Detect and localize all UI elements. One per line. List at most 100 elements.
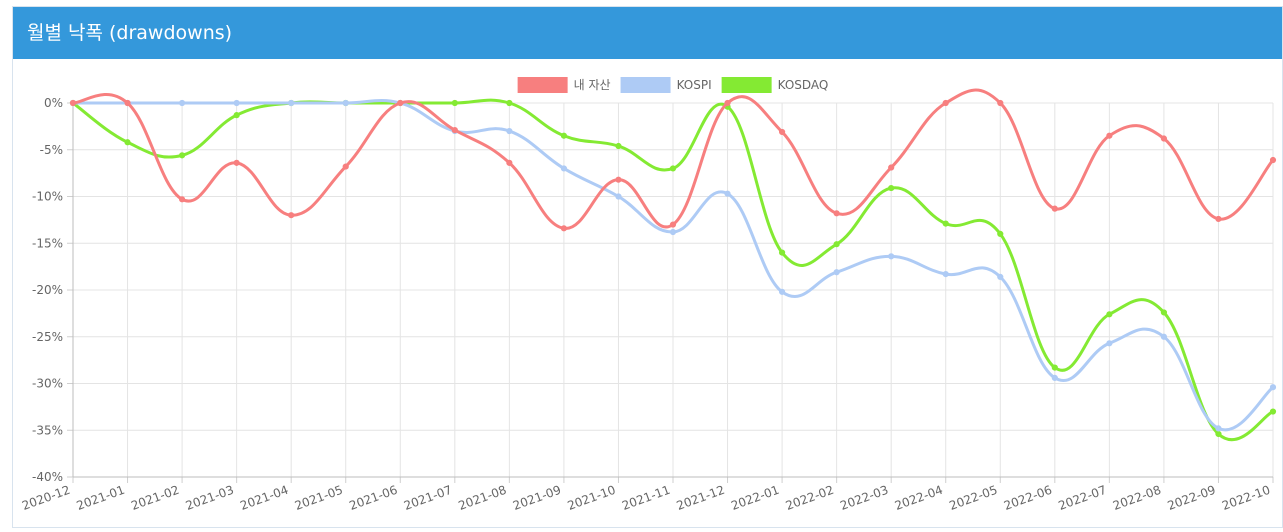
series-1-point[interactable]: [560, 165, 568, 172]
chart-series: [69, 88, 1277, 442]
legend-swatch: [517, 77, 568, 93]
series-0-point[interactable]: [997, 99, 1004, 107]
series-1-point[interactable]: [1269, 384, 1277, 391]
y-tick-label: 0%: [44, 96, 63, 110]
series-0-point[interactable]: [724, 99, 731, 107]
x-tick-label: 2022-09: [1166, 483, 1218, 513]
series-2-point[interactable]: [888, 184, 895, 192]
series-2-point[interactable]: [178, 152, 186, 159]
series-1-point[interactable]: [997, 273, 1004, 281]
series-0-point[interactable]: [778, 128, 786, 136]
legend-swatch: [620, 77, 671, 93]
y-tick-label: -40%: [32, 470, 63, 484]
x-tick-label: 2021-05: [293, 483, 345, 513]
y-tick-label: -35%: [32, 423, 63, 437]
series-0-point[interactable]: [69, 99, 77, 107]
series-2-point[interactable]: [833, 241, 840, 248]
series-1-point[interactable]: [1106, 340, 1113, 347]
x-tick-label: 2021-10: [566, 483, 618, 513]
y-tick-label: -15%: [32, 236, 63, 250]
x-tick-label: 2021-03: [184, 483, 236, 513]
series-1-point[interactable]: [833, 269, 840, 276]
series-0-line: [71, 88, 1275, 230]
series-0-point[interactable]: [1106, 132, 1113, 139]
panel-header: 월별 낙폭 (drawdowns): [13, 7, 1282, 59]
series-1-point[interactable]: [178, 99, 186, 107]
x-tick-label: 2022-04: [893, 483, 945, 513]
series-0-point[interactable]: [233, 159, 240, 166]
series-0-point[interactable]: [506, 159, 513, 166]
series-0-point[interactable]: [124, 99, 131, 107]
x-tick-label: 2022-08: [1111, 483, 1163, 513]
series-2-point[interactable]: [233, 112, 240, 119]
series-2-point[interactable]: [1160, 309, 1168, 316]
series-2-point[interactable]: [942, 220, 949, 227]
chart-legend[interactable]: 내 자산 KOSPI KOSDAQ: [517, 77, 829, 93]
legend-label: 내 자산: [574, 78, 611, 92]
series-1-point[interactable]: [669, 228, 677, 236]
series-2-point[interactable]: [560, 132, 568, 139]
series-0-point[interactable]: [942, 99, 949, 107]
x-tick-label: 2022-03: [838, 483, 890, 513]
series-2-point[interactable]: [669, 165, 677, 172]
series-1-point[interactable]: [1051, 374, 1058, 381]
series-2-point[interactable]: [506, 99, 513, 107]
series-0-point[interactable]: [833, 210, 840, 217]
series-0-point[interactable]: [397, 99, 404, 107]
series-2-point[interactable]: [451, 99, 458, 107]
series-0-point[interactable]: [1160, 135, 1168, 142]
series-2-point[interactable]: [1051, 364, 1058, 371]
series-0-point[interactable]: [288, 212, 295, 219]
x-tick-label: 2021-01: [75, 483, 127, 513]
series-1-point[interactable]: [615, 193, 622, 200]
series-2-point[interactable]: [1269, 408, 1277, 415]
series-1-point[interactable]: [233, 99, 240, 107]
series-0-point[interactable]: [178, 196, 186, 203]
series-0-point[interactable]: [615, 176, 622, 183]
legend-swatch: [721, 77, 772, 93]
y-tick-label: -25%: [32, 330, 63, 344]
y-tick-label: -30%: [32, 377, 63, 391]
legend-label: KOSPI: [677, 78, 712, 92]
x-tick-label: 2021-06: [347, 483, 399, 513]
x-tick-label: 2021-07: [402, 483, 454, 513]
series-1-point[interactable]: [778, 288, 786, 295]
series-2-point[interactable]: [778, 249, 786, 256]
series-1-point[interactable]: [724, 190, 731, 197]
series-0-point[interactable]: [888, 164, 895, 171]
series-2-point[interactable]: [997, 230, 1004, 237]
series-2-point[interactable]: [124, 139, 131, 146]
y-tick-label: -5%: [40, 143, 63, 157]
series-1-point[interactable]: [888, 253, 895, 260]
x-tick-label: 2021-02: [129, 483, 181, 513]
series-1-point[interactable]: [1160, 333, 1168, 340]
legend-label: KOSDAQ: [778, 78, 829, 92]
x-tick-label: 2021-09: [511, 483, 563, 513]
series-0-point[interactable]: [451, 127, 458, 134]
series-0-point[interactable]: [560, 225, 568, 232]
series-0-point[interactable]: [1215, 215, 1222, 223]
series-2-point[interactable]: [1215, 430, 1222, 438]
series-2-point[interactable]: [1106, 311, 1113, 318]
x-tick-label: 2021-12: [675, 483, 727, 513]
x-tick-label: 2021-08: [456, 483, 508, 513]
series-0-point[interactable]: [342, 163, 349, 170]
x-tick-label: 2022-05: [947, 483, 999, 513]
x-tick-label: 2020-12: [20, 483, 72, 513]
legend-item-0[interactable]: 내 자산: [517, 77, 611, 93]
legend-item-2[interactable]: KOSDAQ: [721, 77, 829, 93]
series-0-point[interactable]: [1051, 205, 1058, 212]
x-tick-label: 2022-01: [729, 483, 781, 513]
series-1-point[interactable]: [1215, 425, 1222, 432]
series-0-point[interactable]: [669, 221, 677, 228]
legend-item-1[interactable]: KOSPI: [620, 77, 712, 93]
series-2-point[interactable]: [615, 142, 622, 150]
x-tick-label: 2022-10: [1220, 483, 1272, 513]
series-0-point[interactable]: [1269, 156, 1277, 164]
x-tick-label: 2022-06: [1002, 483, 1054, 513]
series-1-point[interactable]: [288, 99, 295, 107]
series-1-point[interactable]: [942, 271, 949, 278]
series-1-point[interactable]: [506, 127, 513, 135]
series-1-point[interactable]: [342, 99, 349, 107]
